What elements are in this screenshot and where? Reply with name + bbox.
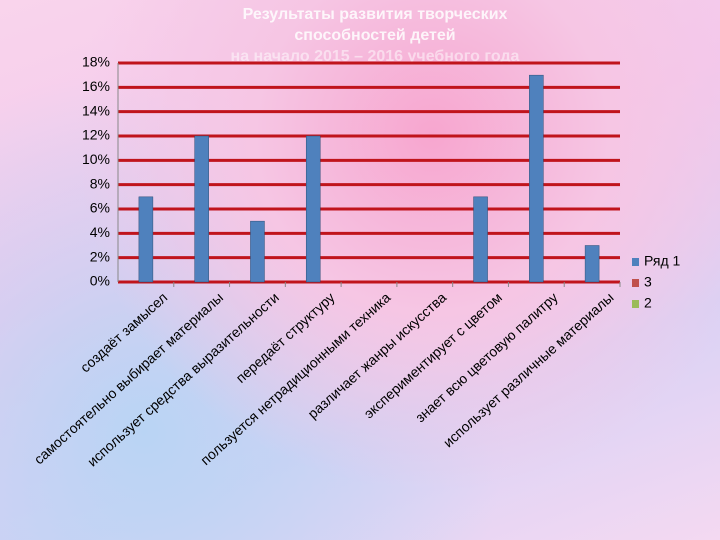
legend-swatch bbox=[632, 279, 639, 287]
y-tick-label: 18% bbox=[82, 54, 110, 70]
y-tick-label: 4% bbox=[90, 224, 110, 240]
x-tick-label: пользуется нетрадиционными техника bbox=[197, 289, 393, 468]
y-tick-label: 12% bbox=[82, 127, 110, 143]
x-tick-label: передаёт структуру bbox=[233, 289, 338, 386]
y-tick-label: 6% bbox=[90, 200, 110, 216]
legend-swatch bbox=[632, 258, 639, 266]
chart-title: на начало 2015 – 2016 учебного года bbox=[231, 48, 520, 65]
y-tick-label: 8% bbox=[90, 175, 110, 191]
y-tick-label: 16% bbox=[82, 78, 110, 94]
y-tick-label: 14% bbox=[82, 102, 110, 118]
legend-label: Ряд 1 bbox=[644, 253, 681, 269]
legend-label: 3 bbox=[644, 274, 652, 290]
chart-title: Результаты развития творческих bbox=[243, 6, 508, 23]
bar bbox=[250, 220, 265, 283]
x-tick-label: самостоятельно выбирает материалы bbox=[31, 289, 226, 467]
x-tick-label: использует средства выразительности bbox=[84, 289, 282, 469]
y-tick-label: 2% bbox=[90, 248, 110, 264]
bar bbox=[473, 196, 488, 283]
bar bbox=[305, 135, 321, 283]
y-tick-label: 10% bbox=[82, 151, 110, 167]
bar bbox=[584, 245, 600, 283]
y-tick-label: 0% bbox=[90, 273, 110, 289]
legend-label: 2 bbox=[644, 295, 652, 311]
bar bbox=[194, 135, 209, 283]
chart-title: способностей детей bbox=[294, 27, 455, 44]
bar bbox=[138, 196, 154, 283]
bar bbox=[529, 74, 544, 283]
legend-swatch bbox=[632, 300, 639, 308]
